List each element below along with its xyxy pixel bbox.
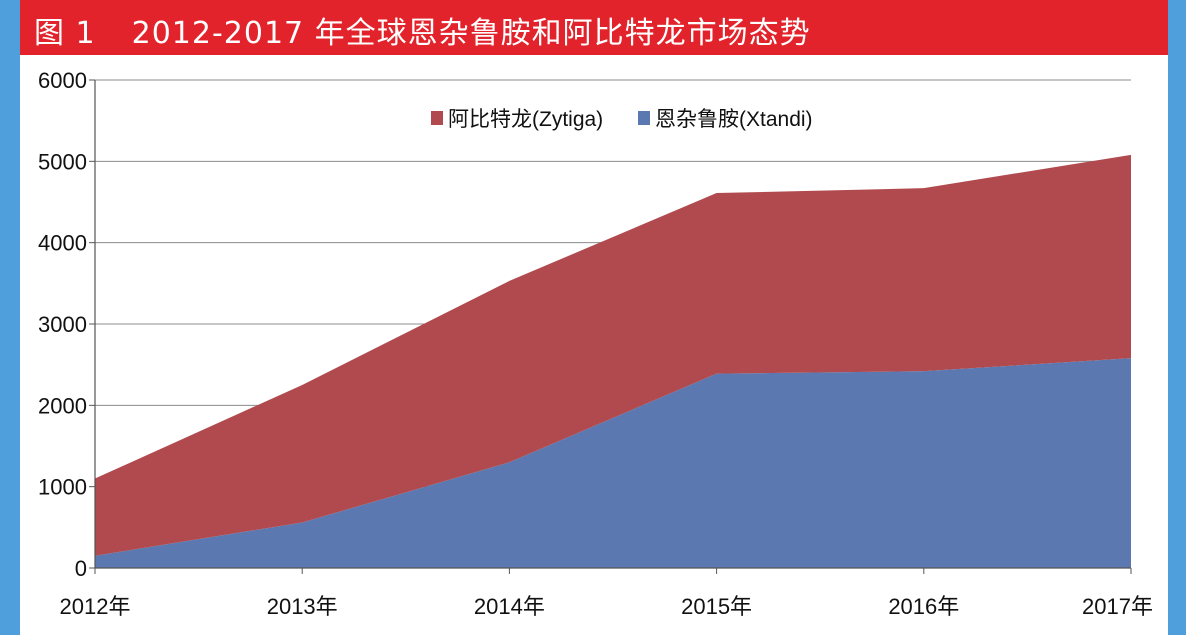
x-tick-label: 2015年 bbox=[681, 594, 752, 619]
x-tick-label: 2014年 bbox=[474, 594, 545, 619]
area-zytiga bbox=[95, 154, 1131, 556]
figure-title-text: 2012-2017 年全球恩杂鲁胺和阿比特龙市场态势 bbox=[131, 16, 811, 51]
title-bar: 图 1 2012-2017 年全球恩杂鲁胺和阿比特龙市场态势 bbox=[20, 0, 1168, 55]
right-border bbox=[1168, 0, 1186, 635]
figure-title: 图 1 2012-2017 年全球恩杂鲁胺和阿比特龙市场态势 bbox=[34, 8, 811, 52]
figure-label: 图 1 bbox=[34, 16, 96, 51]
y-tick-label: 5000 bbox=[38, 149, 87, 174]
left-border bbox=[0, 0, 20, 635]
chart-areas bbox=[95, 154, 1131, 568]
x-tick-label: 2012年 bbox=[60, 594, 131, 619]
y-axis-ticks: 0 1000 2000 3000 4000 5000 6000 bbox=[38, 68, 95, 581]
x-tick-label: 2017年 bbox=[1082, 594, 1153, 619]
x-tick-label: 2016年 bbox=[888, 594, 959, 619]
legend-item-xtandi-label: 恩杂鲁胺(Xtandi) bbox=[655, 108, 813, 131]
y-tick-label: 1000 bbox=[38, 475, 87, 500]
legend-item-xtandi-swatch bbox=[638, 111, 650, 125]
x-tick-label: 2013年 bbox=[267, 594, 338, 619]
y-tick-label: 0 bbox=[75, 556, 87, 581]
y-tick-label: 4000 bbox=[38, 231, 87, 256]
legend-item-zytiga-label: 阿比特龙(Zytiga) bbox=[448, 108, 603, 131]
chart-legend: 阿比特龙(Zytiga) 恩杂鲁胺(Xtandi) bbox=[431, 108, 813, 131]
area-xtandi bbox=[95, 358, 1131, 568]
y-tick-label: 3000 bbox=[38, 312, 87, 337]
y-tick-label: 6000 bbox=[38, 68, 87, 93]
y-tick-label: 2000 bbox=[38, 393, 87, 418]
x-axis-ticks: 2012年 2013年 2014年 2015年 2016年 2017年 bbox=[60, 568, 1153, 619]
legend-item-zytiga-swatch bbox=[431, 111, 443, 125]
